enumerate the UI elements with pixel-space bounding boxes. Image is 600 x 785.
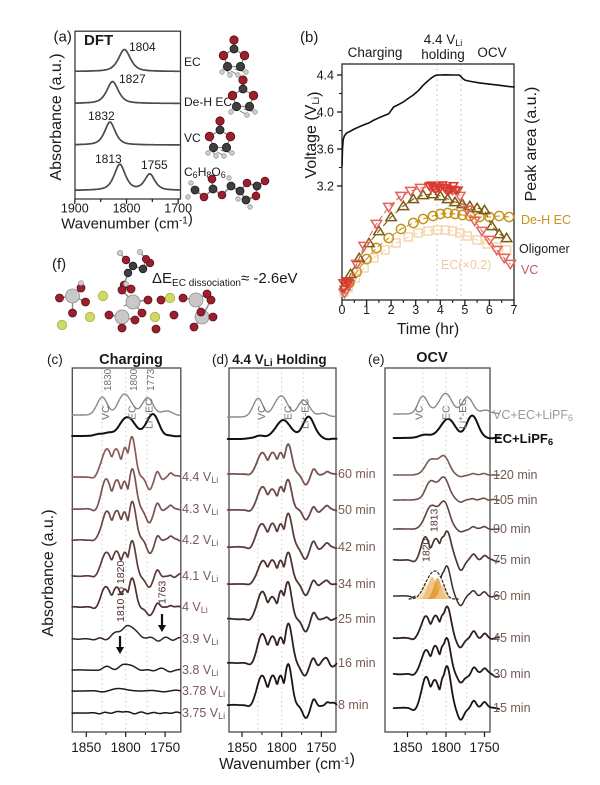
svg-text:75 min: 75 min: [493, 553, 531, 567]
svg-text:60 min: 60 min: [338, 467, 376, 481]
svg-text:120 min: 120 min: [493, 468, 538, 482]
svg-text:1755: 1755: [141, 158, 168, 172]
svg-text:2: 2: [388, 303, 395, 317]
svg-text:Wavenumber (cm-1): Wavenumber (cm-1): [61, 211, 193, 233]
svg-text:34 min: 34 min: [338, 577, 376, 591]
svg-text:0: 0: [339, 303, 346, 317]
svg-text:1850: 1850: [71, 740, 101, 755]
svg-text:1700: 1700: [164, 202, 192, 216]
svg-text:Time (hr): Time (hr): [397, 321, 459, 338]
svg-text:42 min: 42 min: [338, 540, 376, 554]
svg-text:(a): (a): [54, 29, 72, 46]
svg-text:4.4 VLi: 4.4 VLi: [182, 470, 218, 485]
svg-text:3.6: 3.6: [317, 143, 334, 157]
svg-text:1800: 1800: [113, 202, 141, 216]
svg-text:1813: 1813: [95, 152, 122, 166]
svg-text:Peak area (a.u.): Peak area (a.u.): [523, 87, 540, 202]
svg-text:4.2 VLi: 4.2 VLi: [182, 533, 218, 548]
svg-text:Li+-EC: Li+-EC: [299, 398, 312, 429]
svg-text:Charging: Charging: [348, 45, 403, 60]
svg-text:60 min: 60 min: [493, 589, 531, 603]
svg-text:1800: 1800: [111, 740, 141, 755]
svg-text:4.1 VLi: 4.1 VLi: [182, 569, 218, 584]
svg-text:(f): (f): [52, 256, 66, 273]
svg-text:4: 4: [437, 303, 444, 317]
svg-text:1804: 1804: [129, 40, 156, 54]
svg-text:1850: 1850: [392, 740, 422, 755]
svg-text:1773: 1773: [146, 368, 157, 391]
svg-text:De-H EC: De-H EC: [184, 95, 232, 109]
svg-text:3: 3: [412, 303, 419, 317]
svg-text:1827: 1827: [119, 72, 146, 86]
svg-text:(c): (c): [47, 352, 63, 367]
svg-text:4.3 VLi: 4.3 VLi: [182, 502, 218, 517]
svg-text:VC: VC: [521, 263, 538, 277]
svg-text:16 min: 16 min: [338, 656, 376, 670]
svg-text:1800: 1800: [267, 740, 297, 755]
svg-text:1750: 1750: [306, 740, 336, 755]
svg-text:7: 7: [511, 303, 518, 317]
svg-text:OCV: OCV: [416, 350, 448, 366]
svg-text:1750: 1750: [150, 740, 180, 755]
svg-text:Voltage (VLi): Voltage (VLi): [303, 92, 323, 179]
svg-text:3.75 VLi: 3.75 VLi: [182, 706, 225, 721]
svg-text:105 min: 105 min: [493, 493, 538, 507]
svg-text:EC(×0.2): EC(×0.2): [441, 258, 491, 272]
svg-text:25 min: 25 min: [338, 612, 376, 626]
svg-text:VC: VC: [414, 405, 426, 420]
svg-text:1810 to 1820: 1810 to 1820: [115, 561, 127, 622]
svg-text:8 min: 8 min: [338, 698, 369, 712]
svg-text:VC: VC: [256, 405, 268, 420]
svg-text:1: 1: [363, 303, 370, 317]
svg-text:1813: 1813: [429, 508, 441, 532]
svg-text:OCV: OCV: [477, 45, 506, 60]
svg-text:Oligomer: Oligomer: [519, 242, 570, 256]
svg-text:1900: 1900: [61, 202, 89, 216]
svg-text:1800: 1800: [431, 740, 461, 755]
svg-text:90 min: 90 min: [493, 522, 531, 536]
svg-text:Charging: Charging: [99, 352, 163, 368]
svg-text:VC: VC: [184, 131, 201, 145]
svg-text:50 min: 50 min: [338, 503, 376, 517]
svg-text:C6H8O6: C6H8O6: [184, 165, 226, 180]
svg-text:1800: 1800: [129, 368, 140, 391]
svg-text:VC: VC: [100, 405, 112, 420]
svg-text:3.78 VLi: 3.78 VLi: [182, 684, 225, 699]
svg-text:Li+-EC: Li+-EC: [143, 398, 156, 429]
svg-text:(b): (b): [300, 29, 318, 46]
svg-text:1750: 1750: [469, 740, 499, 755]
svg-text:1820: 1820: [421, 538, 433, 562]
svg-text:Wavenumber (cm-1): Wavenumber (cm-1): [219, 751, 355, 773]
svg-text:45 min: 45 min: [493, 631, 531, 645]
svg-text:Absorbance (a.u.): Absorbance (a.u.): [40, 509, 57, 636]
svg-text:1850: 1850: [227, 740, 257, 755]
svg-text:3.9 VLi: 3.9 VLi: [182, 632, 218, 647]
svg-text:holding: holding: [421, 47, 465, 62]
svg-text:De-H EC: De-H EC: [521, 213, 571, 227]
svg-text:EC: EC: [184, 55, 201, 69]
svg-text:Absorbance (a.u.): Absorbance (a.u.): [48, 53, 65, 180]
svg-text:6: 6: [486, 303, 493, 317]
svg-text:4.4: 4.4: [317, 69, 334, 83]
svg-text:4.4 VLi: 4.4 VLi: [424, 32, 463, 48]
svg-text:(d) 4.4 VLi Holding: (d) 4.4 VLi Holding: [212, 352, 327, 369]
svg-text:DFT: DFT: [84, 32, 113, 49]
svg-text:EC: EC: [283, 405, 295, 420]
svg-text:3.8 VLi: 3.8 VLi: [182, 663, 218, 678]
svg-text:30 min: 30 min: [493, 667, 531, 681]
svg-text:(e): (e): [368, 352, 385, 367]
svg-text:Li+-EC: Li+-EC: [456, 398, 469, 429]
svg-text:4.0: 4.0: [317, 106, 334, 120]
svg-text:1763: 1763: [157, 580, 169, 604]
svg-text:EC+LiPF6: EC+LiPF6: [494, 431, 553, 448]
svg-text:1830: 1830: [103, 368, 114, 391]
svg-text:EC: EC: [441, 405, 453, 420]
svg-text:5: 5: [461, 303, 468, 317]
svg-text:1832: 1832: [88, 109, 115, 123]
svg-text:3.2: 3.2: [317, 180, 334, 194]
svg-text:EC: EC: [127, 405, 139, 420]
svg-text:15 min: 15 min: [493, 701, 531, 715]
svg-text:VC+EC+LiPF6: VC+EC+LiPF6: [493, 408, 573, 423]
